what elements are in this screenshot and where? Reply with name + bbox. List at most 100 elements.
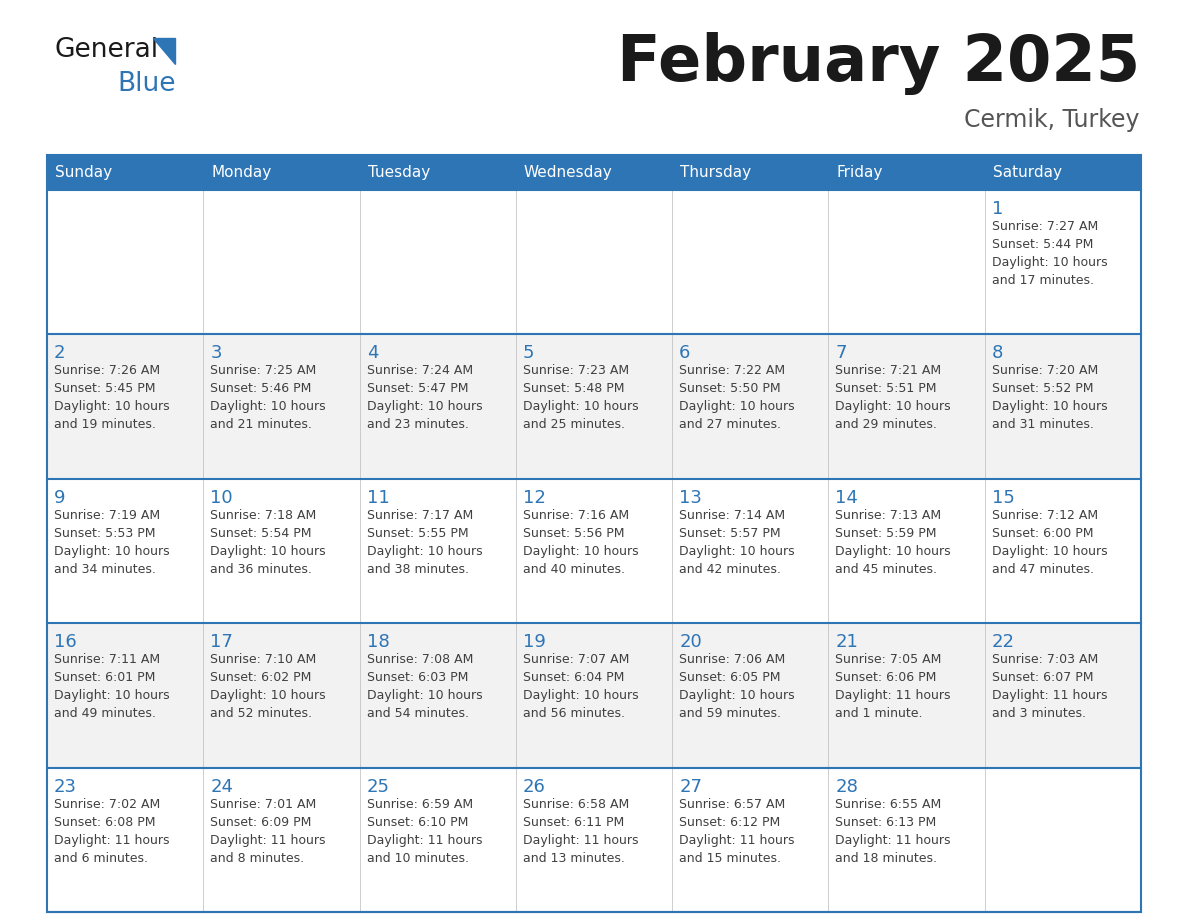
Text: Sunset: 5:46 PM: Sunset: 5:46 PM <box>210 383 311 396</box>
Text: Sunrise: 7:08 AM: Sunrise: 7:08 AM <box>367 654 473 666</box>
Text: and 36 minutes.: and 36 minutes. <box>210 563 312 576</box>
Text: General: General <box>55 37 159 63</box>
Text: Monday: Monday <box>211 165 272 180</box>
Text: and 13 minutes.: and 13 minutes. <box>523 852 625 865</box>
Text: 13: 13 <box>680 488 702 507</box>
Text: 10: 10 <box>210 488 233 507</box>
Text: 28: 28 <box>835 778 858 796</box>
Text: Sunrise: 7:23 AM: Sunrise: 7:23 AM <box>523 364 628 377</box>
Text: Sunrise: 7:11 AM: Sunrise: 7:11 AM <box>53 654 160 666</box>
Text: Sunset: 5:59 PM: Sunset: 5:59 PM <box>835 527 937 540</box>
Text: Sunset: 6:00 PM: Sunset: 6:00 PM <box>992 527 1093 540</box>
Text: 8: 8 <box>992 344 1003 363</box>
Text: Daylight: 10 hours: Daylight: 10 hours <box>835 400 952 413</box>
Text: and 21 minutes.: and 21 minutes. <box>210 419 312 431</box>
Text: Sunset: 5:52 PM: Sunset: 5:52 PM <box>992 383 1093 396</box>
Text: Sunrise: 6:57 AM: Sunrise: 6:57 AM <box>680 798 785 811</box>
Text: and 38 minutes.: and 38 minutes. <box>367 563 468 576</box>
Text: 22: 22 <box>992 633 1015 651</box>
Text: and 6 minutes.: and 6 minutes. <box>53 852 148 865</box>
Text: 21: 21 <box>835 633 858 651</box>
Text: Daylight: 10 hours: Daylight: 10 hours <box>367 544 482 558</box>
Text: 27: 27 <box>680 778 702 796</box>
Text: Daylight: 10 hours: Daylight: 10 hours <box>992 400 1107 413</box>
Text: Sunrise: 7:24 AM: Sunrise: 7:24 AM <box>367 364 473 377</box>
Text: Sunset: 6:01 PM: Sunset: 6:01 PM <box>53 671 156 684</box>
Text: Sunrise: 7:17 AM: Sunrise: 7:17 AM <box>367 509 473 521</box>
Text: 25: 25 <box>367 778 390 796</box>
Text: Daylight: 10 hours: Daylight: 10 hours <box>53 544 170 558</box>
Text: 14: 14 <box>835 488 858 507</box>
Text: Daylight: 10 hours: Daylight: 10 hours <box>523 689 638 702</box>
Text: Sunrise: 7:18 AM: Sunrise: 7:18 AM <box>210 509 316 521</box>
Text: Sunset: 5:51 PM: Sunset: 5:51 PM <box>835 383 937 396</box>
Text: Daylight: 10 hours: Daylight: 10 hours <box>53 400 170 413</box>
Polygon shape <box>153 38 175 64</box>
Text: and 42 minutes.: and 42 minutes. <box>680 563 781 576</box>
Bar <box>48 334 1140 479</box>
Text: Daylight: 10 hours: Daylight: 10 hours <box>367 689 482 702</box>
Text: Wednesday: Wednesday <box>524 165 613 180</box>
Text: Daylight: 10 hours: Daylight: 10 hours <box>210 689 326 702</box>
Text: Sunset: 6:05 PM: Sunset: 6:05 PM <box>680 671 781 684</box>
Text: Sunrise: 7:13 AM: Sunrise: 7:13 AM <box>835 509 942 521</box>
Text: Sunset: 6:11 PM: Sunset: 6:11 PM <box>523 815 624 829</box>
Bar <box>48 190 1140 334</box>
Text: Sunset: 5:55 PM: Sunset: 5:55 PM <box>367 527 468 540</box>
Bar <box>48 767 1140 912</box>
Text: Sunrise: 7:06 AM: Sunrise: 7:06 AM <box>680 654 785 666</box>
Text: Blue: Blue <box>116 71 176 97</box>
Text: and 27 minutes.: and 27 minutes. <box>680 419 782 431</box>
Text: Sunrise: 7:07 AM: Sunrise: 7:07 AM <box>523 654 630 666</box>
Text: Sunset: 6:13 PM: Sunset: 6:13 PM <box>835 815 936 829</box>
Text: Daylight: 10 hours: Daylight: 10 hours <box>992 256 1107 269</box>
Text: Sunrise: 7:22 AM: Sunrise: 7:22 AM <box>680 364 785 377</box>
Text: Sunset: 5:50 PM: Sunset: 5:50 PM <box>680 383 781 396</box>
Text: Sunrise: 7:20 AM: Sunrise: 7:20 AM <box>992 364 1098 377</box>
Text: and 40 minutes.: and 40 minutes. <box>523 563 625 576</box>
Text: 11: 11 <box>367 488 390 507</box>
Text: and 15 minutes.: and 15 minutes. <box>680 852 782 865</box>
Text: Sunset: 5:56 PM: Sunset: 5:56 PM <box>523 527 625 540</box>
Text: Daylight: 11 hours: Daylight: 11 hours <box>53 834 170 846</box>
Bar <box>48 155 1140 912</box>
Text: Daylight: 10 hours: Daylight: 10 hours <box>523 544 638 558</box>
Text: Sunrise: 7:16 AM: Sunrise: 7:16 AM <box>523 509 628 521</box>
Text: Sunset: 6:04 PM: Sunset: 6:04 PM <box>523 671 624 684</box>
Text: and 45 minutes.: and 45 minutes. <box>835 563 937 576</box>
Text: Sunrise: 7:03 AM: Sunrise: 7:03 AM <box>992 654 1098 666</box>
Text: 26: 26 <box>523 778 545 796</box>
Text: and 56 minutes.: and 56 minutes. <box>523 707 625 721</box>
Text: Daylight: 11 hours: Daylight: 11 hours <box>835 689 950 702</box>
Text: and 29 minutes.: and 29 minutes. <box>835 419 937 431</box>
Text: 18: 18 <box>367 633 390 651</box>
Text: Daylight: 11 hours: Daylight: 11 hours <box>523 834 638 846</box>
Bar <box>48 623 1140 767</box>
Text: and 19 minutes.: and 19 minutes. <box>53 419 156 431</box>
Bar <box>48 479 1140 623</box>
Text: 7: 7 <box>835 344 847 363</box>
Text: 24: 24 <box>210 778 233 796</box>
Text: Daylight: 11 hours: Daylight: 11 hours <box>367 834 482 846</box>
Text: and 47 minutes.: and 47 minutes. <box>992 563 1094 576</box>
Text: Sunset: 6:10 PM: Sunset: 6:10 PM <box>367 815 468 829</box>
Text: 16: 16 <box>53 633 77 651</box>
Text: Daylight: 10 hours: Daylight: 10 hours <box>835 544 952 558</box>
Text: Sunrise: 7:02 AM: Sunrise: 7:02 AM <box>53 798 160 811</box>
Text: 23: 23 <box>53 778 77 796</box>
Text: Daylight: 10 hours: Daylight: 10 hours <box>680 689 795 702</box>
Text: and 59 minutes.: and 59 minutes. <box>680 707 782 721</box>
Text: and 8 minutes.: and 8 minutes. <box>210 852 304 865</box>
Text: and 23 minutes.: and 23 minutes. <box>367 419 468 431</box>
Text: Sunset: 5:45 PM: Sunset: 5:45 PM <box>53 383 156 396</box>
Text: Daylight: 11 hours: Daylight: 11 hours <box>680 834 795 846</box>
Text: Sunrise: 7:27 AM: Sunrise: 7:27 AM <box>992 220 1098 233</box>
Text: Sunset: 6:09 PM: Sunset: 6:09 PM <box>210 815 311 829</box>
Text: Friday: Friday <box>836 165 883 180</box>
Text: Sunset: 5:54 PM: Sunset: 5:54 PM <box>210 527 311 540</box>
Text: Sunset: 6:12 PM: Sunset: 6:12 PM <box>680 815 781 829</box>
Text: Daylight: 10 hours: Daylight: 10 hours <box>210 544 326 558</box>
Text: Sunset: 5:57 PM: Sunset: 5:57 PM <box>680 527 781 540</box>
Text: and 1 minute.: and 1 minute. <box>835 707 923 721</box>
Text: 5: 5 <box>523 344 535 363</box>
